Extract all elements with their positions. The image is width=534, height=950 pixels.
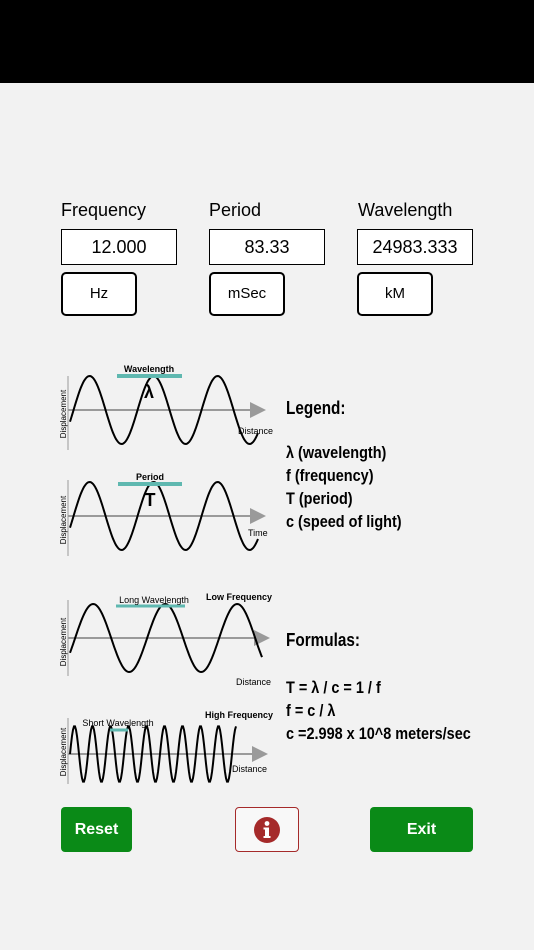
reset-button[interactable]: Reset bbox=[61, 807, 132, 852]
legend-items: λ (wavelength) f (frequency) T (period) … bbox=[286, 441, 422, 533]
formulas: Formulas: bbox=[286, 630, 373, 651]
wave1-y-axis: Displacement bbox=[59, 389, 68, 438]
status-bar bbox=[0, 0, 534, 83]
period-wave: Period T Time Displacement bbox=[59, 472, 268, 556]
wave4-x-axis: Distance bbox=[232, 764, 267, 774]
legend: Legend: bbox=[286, 398, 356, 419]
period-label: Period bbox=[209, 200, 262, 220]
low-frequency-label: Low Frequency bbox=[206, 592, 272, 602]
formula-item: T = λ / c = 1 / f bbox=[286, 678, 381, 697]
wavelength-unit-button[interactable]: kM bbox=[357, 272, 433, 316]
high-frequency-label: High Frequency bbox=[205, 710, 273, 720]
legend-item: c (speed of light) bbox=[286, 512, 402, 531]
legend-item: T (period) bbox=[286, 489, 353, 508]
frequency-label: Frequency bbox=[61, 200, 147, 220]
period-input[interactable]: 83.33 bbox=[209, 229, 325, 265]
formula-item: c =2.998 x 10^8 meters/sec bbox=[286, 724, 471, 743]
wave4-top-label: Short Wavelength bbox=[82, 718, 153, 728]
wave1-x-axis: Distance bbox=[238, 426, 273, 436]
lambda-symbol: λ bbox=[144, 382, 154, 402]
legend-item: f (frequency) bbox=[286, 466, 374, 485]
frequency-unit-button[interactable]: Hz bbox=[61, 272, 137, 316]
formula-items: T = λ / c = 1 / f f = c / λ c =2.998 x 1… bbox=[286, 676, 503, 745]
info-button[interactable] bbox=[235, 807, 299, 852]
wave-diagrams: Wavelength λ Distance Displacement Perio… bbox=[59, 364, 273, 784]
wavelength-label: Wavelength bbox=[358, 200, 453, 220]
wave3-y-axis: Displacement bbox=[59, 617, 68, 666]
wave3-top-label: Long Wavelength bbox=[119, 595, 189, 605]
frequency-input[interactable]: 12.000 bbox=[61, 229, 177, 265]
formula-item: f = c / λ bbox=[286, 701, 336, 720]
legend-item: λ (wavelength) bbox=[286, 443, 387, 462]
period-unit-button[interactable]: mSec bbox=[209, 272, 285, 316]
exit-button[interactable]: Exit bbox=[370, 807, 473, 852]
period-symbol: T bbox=[145, 490, 156, 510]
wavelength-input[interactable]: 24983.333 bbox=[357, 229, 473, 265]
wavelength-wave: Wavelength λ Distance Displacement bbox=[59, 364, 273, 450]
info-icon bbox=[254, 816, 280, 843]
wave2-y-axis: Displacement bbox=[59, 495, 68, 544]
wave2-x-axis: Time bbox=[248, 528, 268, 538]
formulas-title: Formulas: bbox=[286, 630, 360, 650]
wave2-top-label: Period bbox=[136, 472, 164, 482]
wave4-y-axis: Displacement bbox=[59, 727, 68, 776]
short-wavelength-wave: Short Wavelength High Frequency Distance… bbox=[59, 710, 273, 784]
legend-title: Legend: bbox=[286, 398, 346, 418]
wave1-top-label: Wavelength bbox=[124, 364, 174, 374]
wave3-x-axis: Distance bbox=[236, 677, 271, 687]
long-wavelength-wave: Long Wavelength Low Frequency Distance D… bbox=[59, 592, 272, 687]
